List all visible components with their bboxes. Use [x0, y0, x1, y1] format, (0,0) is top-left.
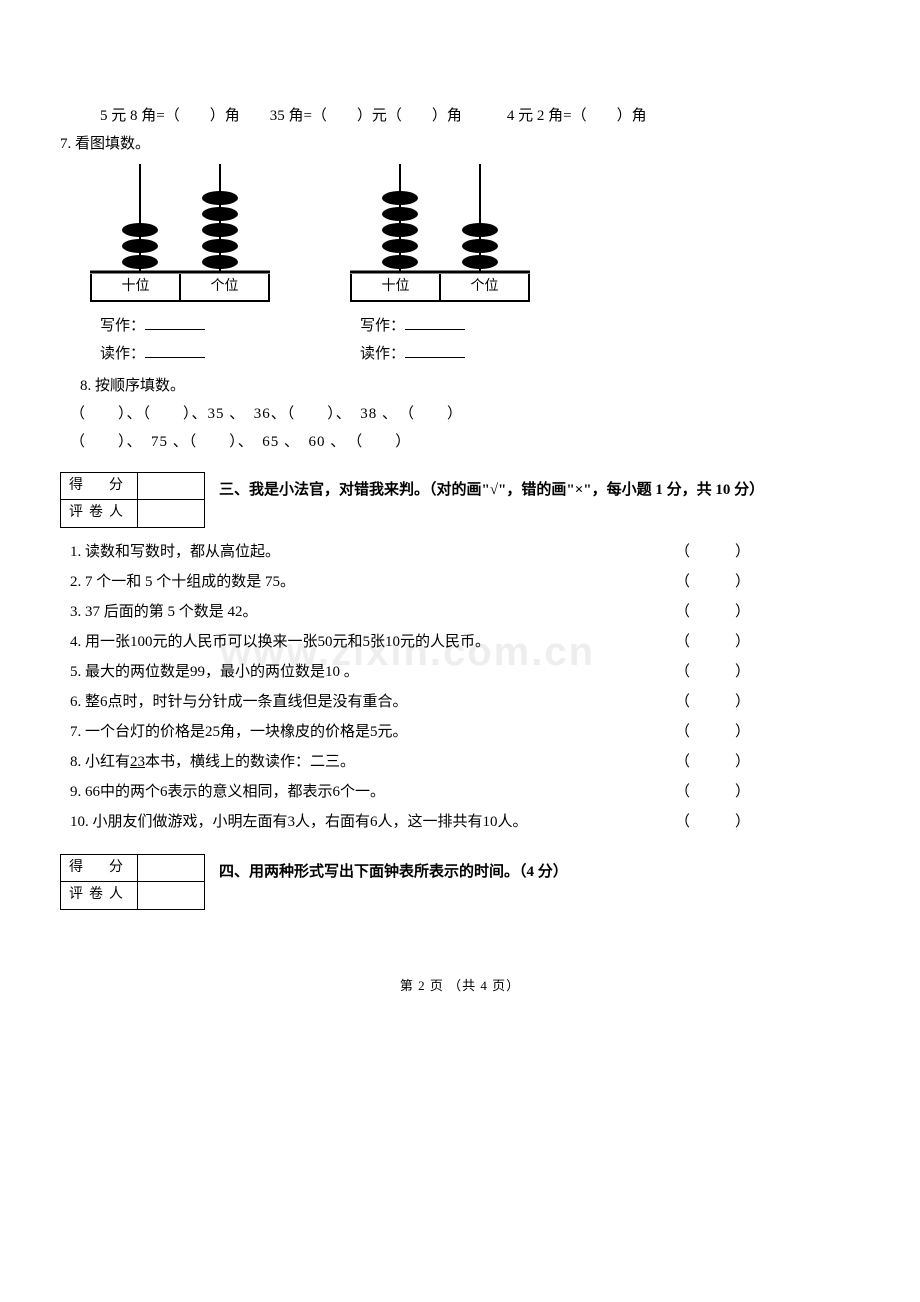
paren: （ ） [675, 600, 750, 624]
section4-row: 得 分 评卷人 四、用两种形式写出下面钟表所表示的时间。（4 分） [60, 840, 860, 916]
score-blank [138, 854, 205, 881]
paren: （ ） [675, 540, 750, 564]
paren: （ ） [675, 810, 750, 834]
abacus2-tens-label: 十位 [352, 274, 441, 300]
write-label-1: 写作： [100, 318, 145, 334]
score-blank [138, 473, 205, 500]
judge-9: 9. 66中的两个6表示的意义相同，都表示6个一。 [70, 780, 385, 804]
paren: （ ） [675, 780, 750, 804]
q8-seq2: （ ）、 75 、（ ）、 65 、 60 、 （ ） [70, 430, 860, 454]
page-footer: 第 2 页 （共 4 页） [60, 976, 860, 997]
q8-seq1: （ ）、（ ）、35 、 36、（ ）、 38 、 （ ） [70, 402, 860, 426]
paren: （ ） [675, 690, 750, 714]
write-label-2: 写作： [360, 318, 405, 334]
judge-10: 10. 小朋友们做游戏，小明左面有3人，右面有6人，这一排共有10人。 [70, 810, 528, 834]
judge-6: 6. 整6点时，时针与分针成一条直线但是没有重合。 [70, 690, 408, 714]
judge-4: 4. 用一张100元的人民币可以换来一张50元和5张10元的人民币。 [70, 630, 490, 654]
paren: （ ） [675, 660, 750, 684]
paren: （ ） [675, 750, 750, 774]
blank [405, 314, 465, 330]
read-label-1: 读作： [100, 346, 145, 362]
q7-label: 7. 看图填数。 [60, 132, 860, 156]
score-box-2: 得 分 评卷人 [60, 854, 205, 910]
paren: （ ） [675, 630, 750, 654]
grader-blank [138, 882, 205, 909]
judge-7: 7. 一个台灯的价格是25角，一块橡皮的价格是5元。 [70, 720, 408, 744]
section4-title: 四、用两种形式写出下面钟表所表示的时间。（4 分） [219, 860, 860, 884]
abacus1-ones-label: 个位 [181, 274, 268, 300]
judge-2: 2. 7 个一和 5 个十组成的数是 75。 [70, 570, 295, 594]
section3-title: 三、我是小法官，对错我来判。（对的画"√"，错的画"×"，每小题 1 分，共 1… [219, 478, 860, 502]
grader-blank [138, 500, 205, 527]
abacus-row: 十位 个位 十位 个位 [90, 164, 860, 302]
abacus-2: 十位 个位 [350, 164, 530, 302]
abacus2-ones-label: 个位 [441, 274, 528, 300]
page-content: 5 元 8 角=（ ）角 35 角=（ ）元（ ）角 4 元 2 角=（ ）角 … [60, 104, 860, 996]
abacus-1: 十位 个位 [90, 164, 270, 302]
abacus1-tens-label: 十位 [92, 274, 181, 300]
judge-list: 1. 读数和写数时，都从高位起。 （ ） 2. 7 个一和 5 个十组成的数是 7… [70, 540, 860, 834]
grader-label: 评卷人 [61, 882, 138, 909]
judge-1: 1. 读数和写数时，都从高位起。 [70, 540, 280, 564]
blank [405, 342, 465, 358]
judge-5: 5. 最大的两位数是99，最小的两位数是10 。 [70, 660, 359, 684]
write-row: 写作： 读作： 写作： 读作： [100, 310, 860, 370]
judge-3: 3. 37 后面的第 5 个数是 42。 [70, 600, 258, 624]
paren: （ ） [675, 570, 750, 594]
score-box-1: 得 分 评卷人 [60, 472, 205, 528]
paren: （ ） [675, 720, 750, 744]
blank [145, 342, 205, 358]
judge-8: 8. 小红有23本书，横线上的数读作：二三。 [70, 750, 355, 774]
blank [145, 314, 205, 330]
q6-line: 5 元 8 角=（ ）角 35 角=（ ）元（ ）角 4 元 2 角=（ ）角 [100, 104, 860, 128]
read-label-2: 读作： [360, 346, 405, 362]
score-label: 得 分 [61, 854, 138, 881]
score-label: 得 分 [61, 473, 138, 500]
section3-row: 得 分 评卷人 三、我是小法官，对错我来判。（对的画"√"，错的画"×"，每小题… [60, 458, 860, 534]
q8-label: 8. 按顺序填数。 [80, 374, 860, 398]
grader-label: 评卷人 [61, 500, 138, 527]
